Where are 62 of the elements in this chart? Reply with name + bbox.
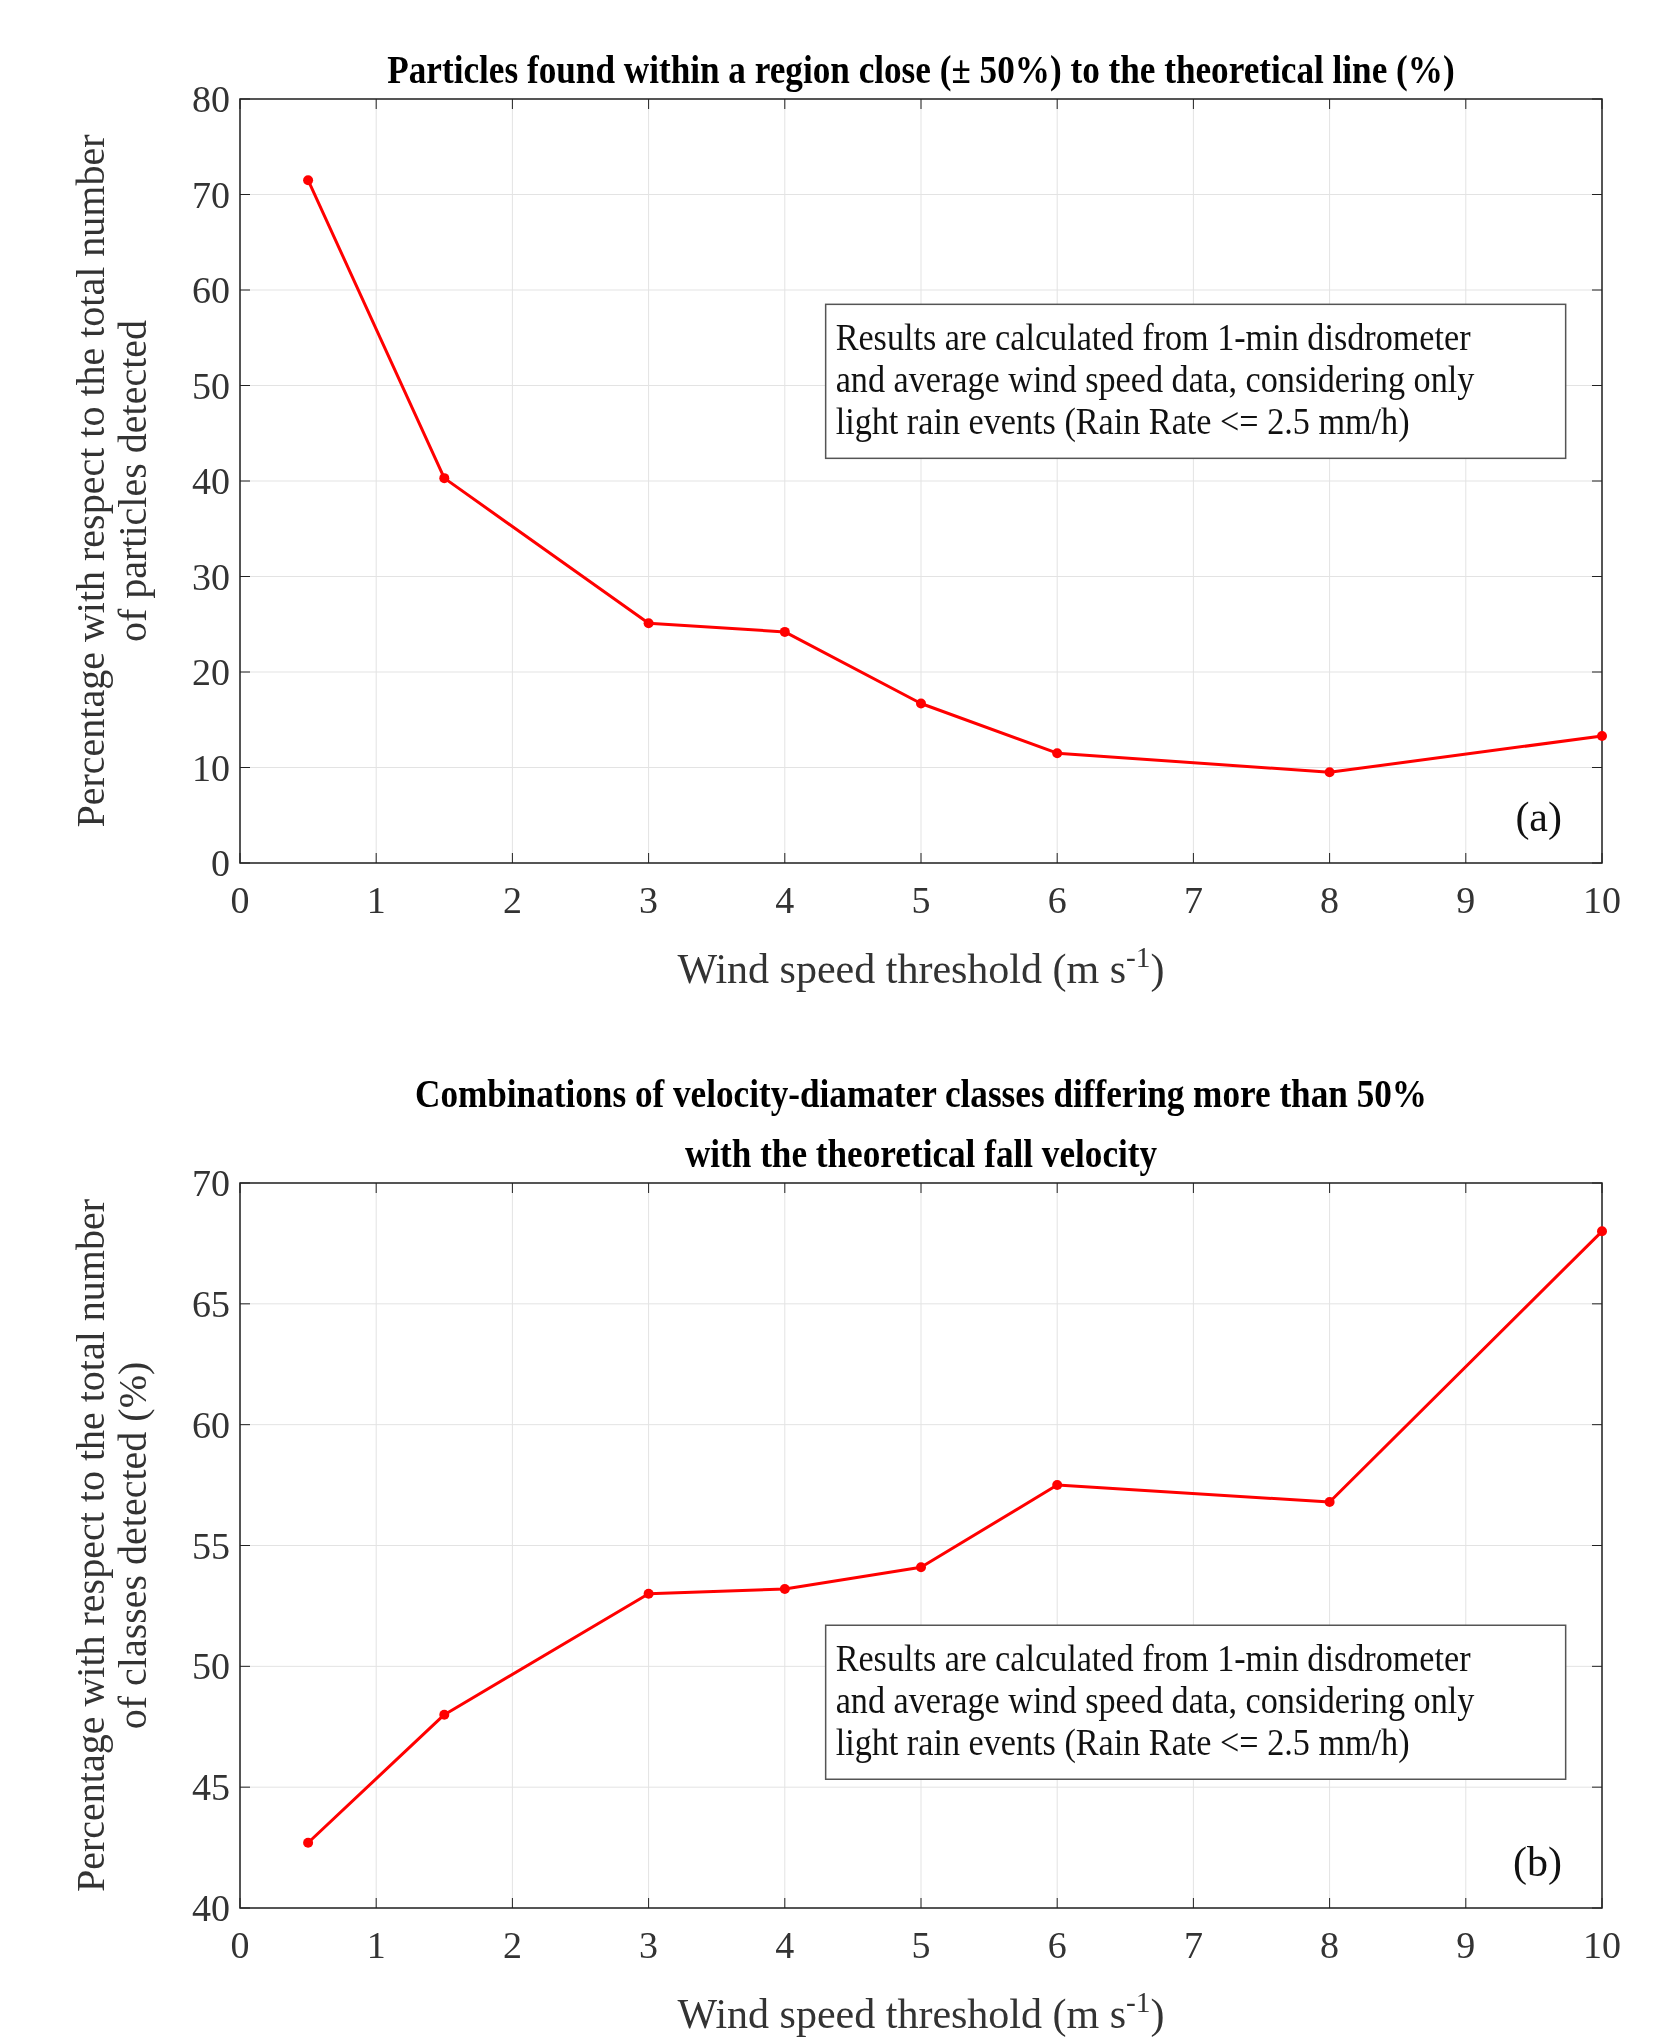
y-tick-label: 40 [192,460,230,502]
x-tick-label: 10 [1583,1924,1621,1966]
annotation: (a) [1515,794,1562,841]
annotation: (b) [1513,1839,1562,1886]
point [303,1837,314,1848]
chart-title: Combinations of velocity-diamater classes differing more than 50% with the theoretical fall velocity [414,1070,1428,1176]
point [439,473,450,484]
x-tick-label: 9 [1456,879,1476,921]
point [1324,1497,1335,1507]
point [916,698,926,709]
y-tick-label: 20 [192,651,230,693]
chart-title: Particles found within a region close (± 50%) to the theoretical line (%) [387,46,1455,93]
x-tick-label: 10 [1583,879,1621,921]
point [779,1584,790,1594]
y-tick-label: 60 [192,1403,230,1446]
x-tick-label: 6 [1047,879,1067,921]
y-tick-label: 50 [192,364,230,407]
annotation: Results are calculated from 1-min disdrometer and average wind speed data, considering only light rain events (Rain Rate <= 2.5 mm/h) [835,1637,1475,1764]
y-tick-label: 70 [192,1162,230,1204]
x-tick-label: 2 [502,879,522,921]
x-axis-title: Wind speed threshold (m s$^{-1}$) [677,941,1165,993]
annotation: Results are calculated from 1-min disdrometer and average wind speed data, considering only light rain events (Rain Rate <= 2.5 mm/h) [835,316,1475,443]
x-tick-label: 7 [1183,879,1203,921]
x-tick-label: 3 [639,879,659,921]
point [1597,1226,1607,1237]
y-tick-label: 40 [192,1887,230,1929]
x-tick-label: 4 [775,879,795,921]
point [1052,1480,1063,1491]
x-tick-label: 4 [775,1924,795,1966]
y-tick-label: 45 [192,1766,230,1809]
x-tick-label: 9 [1456,1924,1476,1966]
y-tick-label: 50 [192,1645,230,1688]
point [1597,730,1607,741]
x-tick-label: 7 [1183,1924,1203,1966]
y-tick-label: 60 [192,269,230,311]
x-tick-label: 8 [1320,1924,1340,1966]
x-tick-label: 1 [366,879,386,921]
point [916,1562,926,1573]
x-tick-label: 6 [1047,1924,1067,1966]
point [643,618,654,629]
point [439,1709,450,1720]
point [303,175,314,186]
y-axis-title: Percentage with respect to the total number of particles detected [68,134,155,828]
x-tick-label: 3 [639,1924,659,1966]
point [643,1588,654,1599]
y-tick-label: 0 [211,842,230,884]
x-tick-label: 8 [1320,879,1340,921]
y-tick-label: 70 [192,173,230,216]
y-tick-label: 10 [192,746,230,789]
x-axis-title: Wind speed threshold (m s$^{-1}$) [677,1986,1165,2038]
x-tick-label: 5 [911,879,931,921]
x-tick-label: 2 [502,1924,522,1966]
y-tick-label: 55 [192,1524,230,1567]
y-tick-label: 30 [192,555,230,598]
point [1052,748,1063,759]
y-tick-label: 65 [192,1282,230,1325]
point [1324,767,1335,778]
point [779,626,790,637]
x-tick-label: 5 [911,1924,931,1966]
x-tick-label: 1 [366,1924,386,1966]
y-tick-label: 80 [192,78,230,120]
y-axis-title: Percentage with respect to the total number of classes detected (%) [68,1198,155,1893]
